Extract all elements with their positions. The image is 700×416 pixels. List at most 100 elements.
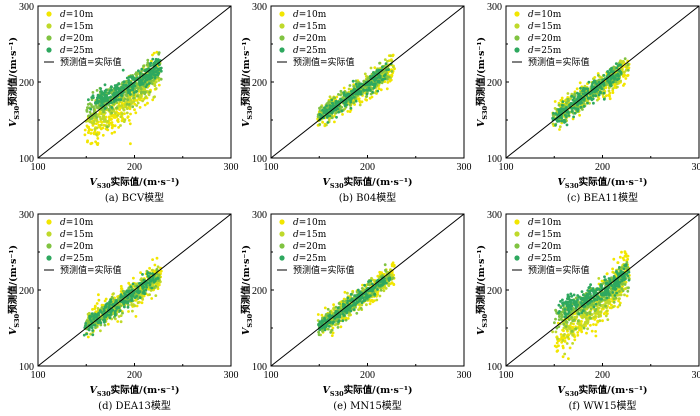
data-point: [331, 331, 335, 335]
data-point: [128, 122, 132, 126]
legend-marker: [279, 35, 285, 41]
data-point: [141, 78, 145, 81]
data-point: [117, 88, 121, 92]
reference-line: [270, 5, 465, 159]
data-point: [373, 66, 377, 69]
data-point: [112, 292, 115, 295]
data-point: [607, 89, 611, 93]
data-point: [152, 73, 156, 77]
data-point: [127, 89, 131, 92]
x-tick-label: 100: [31, 370, 46, 381]
data-point: [346, 301, 349, 305]
data-point: [381, 65, 384, 69]
data-point: [382, 289, 386, 293]
data-point: [334, 311, 337, 314]
data-point: [555, 118, 559, 122]
data-point: [101, 303, 105, 307]
legend-marker: [46, 47, 52, 53]
data-point: [119, 124, 122, 127]
data-point: [95, 310, 98, 314]
data-point: [592, 77, 595, 81]
data-point: [100, 120, 104, 124]
data-point: [580, 328, 583, 331]
data-point: [98, 125, 102, 129]
data-point: [89, 332, 92, 336]
data-point: [553, 107, 557, 110]
data-point: [387, 279, 391, 282]
data-point: [385, 87, 389, 91]
data-point: [335, 95, 339, 99]
data-point: [563, 113, 567, 117]
data-point: [155, 60, 158, 63]
data-point: [560, 96, 564, 100]
legend-marker: [514, 35, 520, 41]
data-point: [159, 269, 163, 273]
data-point: [570, 107, 573, 110]
data-point: [611, 91, 615, 94]
data-point: [159, 67, 162, 71]
data-point: [337, 319, 341, 323]
data-point: [624, 68, 628, 72]
data-point: [94, 326, 97, 330]
data-point: [575, 107, 579, 111]
data-point: [132, 93, 136, 97]
data-point: [136, 290, 140, 294]
data-point: [346, 291, 349, 295]
data-point: [346, 296, 350, 300]
data-point: [116, 320, 120, 323]
data-point: [344, 300, 347, 303]
data-point: [626, 73, 630, 77]
data-point: [152, 280, 156, 284]
data-point: [94, 101, 97, 105]
data-point: [578, 113, 581, 117]
data-point: [624, 77, 628, 80]
data-point: [608, 80, 612, 84]
data-point: [580, 330, 584, 334]
data-point: [611, 76, 614, 80]
data-point: [150, 82, 154, 85]
data-point: [102, 120, 106, 123]
data-point: [137, 69, 140, 73]
legend-label: d=25m: [60, 254, 94, 264]
scatter-points: [551, 57, 631, 131]
data-point: [351, 79, 355, 83]
data-point: [95, 315, 99, 319]
data-point: [135, 99, 139, 102]
data-point: [601, 78, 604, 82]
data-point: [345, 103, 349, 107]
y-axis-label: VS30预测值/(m·s⁻¹): [240, 245, 254, 335]
data-point: [360, 287, 364, 290]
data-point: [358, 103, 362, 107]
data-point: [608, 97, 612, 101]
data-point: [92, 105, 95, 109]
data-point: [147, 93, 151, 97]
data-point: [623, 82, 626, 86]
data-point: [82, 333, 86, 337]
data-point: [91, 308, 94, 311]
data-point: [110, 111, 114, 115]
legend-label: d=15m: [60, 22, 94, 32]
legend-label: d=25m: [293, 254, 327, 264]
data-point: [355, 91, 359, 95]
data-point: [384, 287, 388, 290]
data-point: [368, 88, 372, 92]
data-point: [135, 104, 139, 107]
data-point: [602, 91, 606, 95]
data-point: [316, 115, 320, 119]
data-point: [151, 57, 155, 61]
legend-marker: [46, 255, 52, 261]
data-point: [328, 114, 332, 118]
data-point: [121, 311, 124, 315]
data-point: [98, 100, 101, 103]
data-point: [145, 281, 149, 285]
reference-line: [37, 213, 232, 367]
data-point: [328, 107, 332, 111]
data-point: [341, 302, 345, 306]
data-point: [142, 278, 146, 282]
data-point: [553, 344, 557, 348]
data-point: [376, 288, 379, 291]
y-tick-label: 300: [252, 2, 267, 13]
data-point: [117, 315, 121, 318]
data-point: [110, 114, 114, 118]
